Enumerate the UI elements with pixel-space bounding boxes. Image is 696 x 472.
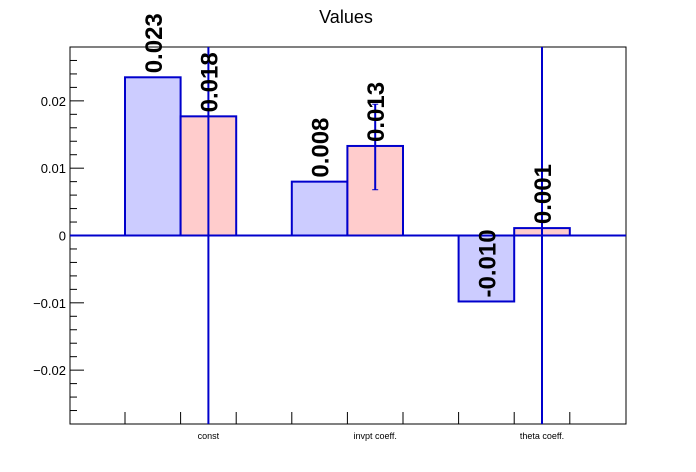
- x-category-label: theta coeff.: [520, 431, 564, 441]
- x-category-label: invpt coeff.: [354, 431, 397, 441]
- data-label: 0.008: [308, 118, 335, 178]
- y-tick-label: 0: [59, 229, 66, 244]
- data-label: -0.010: [474, 229, 501, 297]
- data-label: 0.013: [363, 82, 390, 142]
- y-axis: −0.02 −0.01 0 0.01 0.02: [33, 46, 84, 425]
- bar: [457, 234, 516, 303]
- data-label: 0.018: [196, 52, 223, 112]
- chart-title: Values: [319, 7, 373, 27]
- bar: [290, 180, 349, 237]
- y-tick-label: 0.01: [41, 161, 66, 176]
- value-labels-layer: 0.023 0.018 0.008 0.013 -0.010 0.001: [141, 13, 557, 297]
- data-label: 0.001: [530, 164, 557, 224]
- error-bars-layer: [207, 47, 543, 424]
- y-tick-label: −0.02: [33, 363, 66, 378]
- data-label: 0.023: [141, 13, 168, 73]
- y-tick-label: 0.02: [41, 94, 66, 109]
- bar: [124, 76, 182, 237]
- x-axis: const invpt coeff. theta coeff.: [124, 412, 571, 441]
- x-category-label: const: [198, 431, 220, 441]
- y-tick-label: −0.01: [33, 296, 66, 311]
